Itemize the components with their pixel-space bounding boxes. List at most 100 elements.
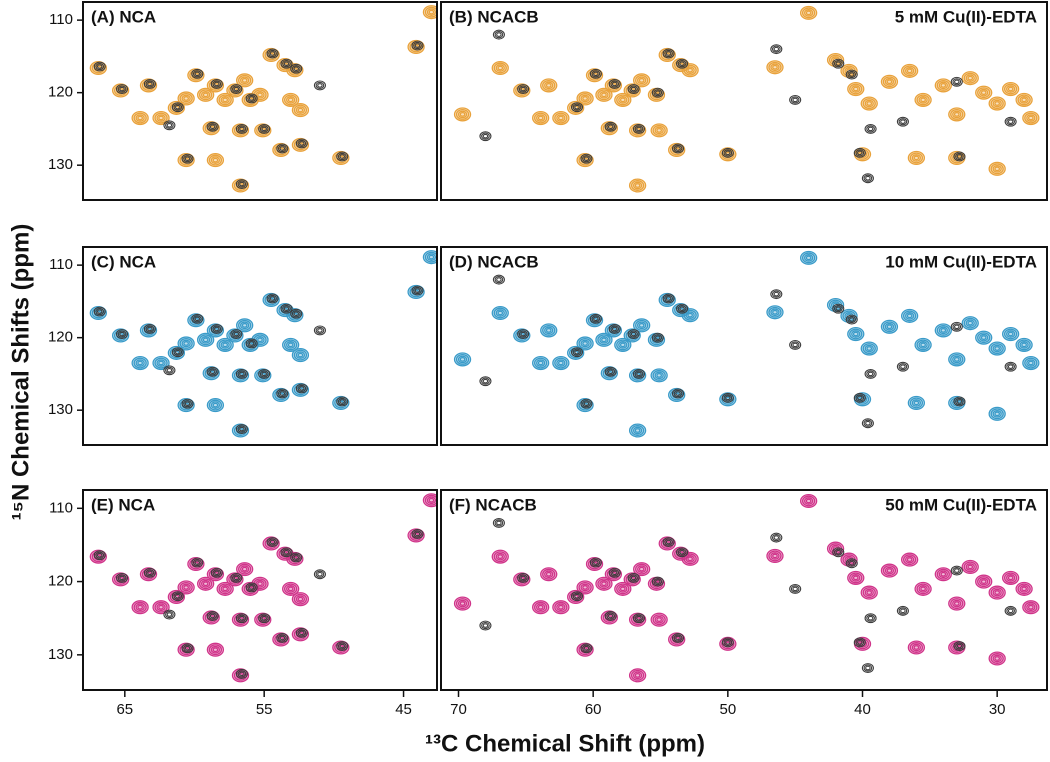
contour-ring (236, 562, 254, 577)
contour-ring (906, 313, 913, 319)
contour-ring (597, 578, 611, 590)
contour-ring (545, 327, 552, 333)
contour-ring (137, 360, 143, 366)
contour-ring (633, 318, 651, 333)
contour-ring (574, 593, 580, 599)
contour-ring (235, 179, 248, 189)
peak (847, 570, 865, 585)
contour-ring (139, 567, 158, 582)
contour-ring (424, 494, 437, 506)
contour-ring (286, 551, 304, 566)
contour-ring (177, 398, 195, 413)
contour-ring (158, 360, 164, 366)
contour-ring (251, 576, 269, 591)
contour-ring (258, 368, 271, 379)
contour-ring (540, 567, 558, 582)
contour-ring (291, 65, 301, 73)
contour-ring (953, 641, 966, 651)
contour-ring (860, 341, 878, 356)
contour-ring (257, 581, 263, 587)
peak (235, 179, 248, 189)
contour-ring (864, 613, 877, 624)
contour-ring (293, 555, 299, 560)
contour-ring (638, 566, 645, 572)
peak (961, 316, 979, 331)
contour-ring (896, 116, 909, 127)
contour-ring (952, 599, 962, 608)
contour-ring (953, 112, 960, 117)
contour-ring (656, 617, 663, 623)
peak (650, 612, 668, 627)
contour-ring (212, 157, 219, 163)
contour-ring (849, 83, 863, 95)
peak (251, 87, 269, 102)
contour-ring (337, 152, 347, 161)
peak (552, 600, 570, 615)
contour-ring (1003, 572, 1018, 584)
contour-ring (675, 146, 681, 151)
contour-ring (770, 308, 780, 317)
peak (152, 110, 170, 126)
peak (864, 123, 877, 134)
contour-ring (623, 572, 641, 587)
contour-ring (655, 579, 661, 584)
contour-ring (867, 615, 874, 621)
contour-ring (851, 330, 861, 338)
contour-ring (673, 389, 683, 398)
contour-ring (953, 357, 960, 362)
contour-ring (411, 285, 424, 296)
contour-ring (177, 153, 195, 168)
contour-ring (282, 92, 300, 107)
contour-ring (1017, 583, 1031, 595)
peak (900, 552, 919, 567)
contour-ring (313, 325, 326, 336)
contour-ring (1017, 339, 1031, 351)
contour-ring (200, 579, 211, 588)
contour-ring (291, 627, 310, 642)
contour-ring (867, 371, 874, 377)
contour-ring (629, 85, 638, 93)
peak-series (89, 493, 437, 683)
contour-ring (208, 123, 217, 131)
panel-annotation: 50 mM Cu(II)-EDTA (885, 495, 1037, 514)
contour-ring (336, 641, 349, 651)
contour-ring (909, 152, 924, 164)
contour-ring (492, 518, 505, 528)
peak (576, 580, 594, 595)
peak (799, 493, 818, 509)
contour-ring (864, 99, 874, 108)
contour-ring (283, 549, 290, 555)
peak (799, 5, 818, 20)
contour-ring (664, 538, 673, 546)
contour-ring (295, 106, 306, 114)
contour-ring (664, 294, 673, 303)
contour-ring (595, 332, 613, 347)
contour-ring (766, 548, 784, 563)
contour-ring (272, 632, 290, 647)
contour-ring (276, 388, 289, 399)
contour-ring (651, 576, 664, 587)
contour-ring (297, 352, 304, 358)
contour-ring (948, 596, 966, 611)
contour-ring (636, 126, 642, 132)
peak (152, 600, 170, 615)
peak (280, 58, 293, 69)
contour-ring (938, 326, 948, 335)
peak (907, 395, 926, 410)
contour-ring (570, 591, 584, 602)
contour-ring (980, 90, 987, 96)
contour-ring (208, 612, 217, 620)
contour-ring (578, 338, 592, 349)
contour-ring (154, 357, 168, 369)
contour-ring (279, 391, 286, 396)
contour-ring (459, 601, 466, 606)
contour-ring (258, 613, 271, 624)
contour-ring (683, 553, 697, 565)
contour-ring (725, 640, 731, 645)
contour-ring (882, 76, 897, 88)
contour-ring (222, 97, 229, 103)
peak (633, 318, 651, 333)
contour-ring (673, 144, 683, 153)
contour-ring (202, 337, 209, 343)
contour-ring (954, 568, 960, 573)
